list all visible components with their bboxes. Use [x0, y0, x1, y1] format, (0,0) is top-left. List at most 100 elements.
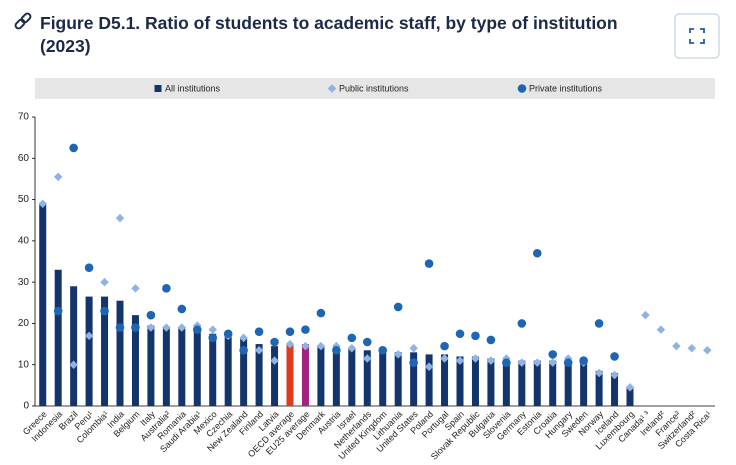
- diamond-marker: [301, 341, 310, 351]
- legend-label: Private institutions: [529, 83, 603, 93]
- y-tick-label: 0: [23, 401, 29, 412]
- diamond-marker: [548, 358, 557, 367]
- bar: [178, 327, 186, 406]
- diamond-marker: [409, 343, 418, 353]
- circle-marker: [131, 323, 140, 332]
- circle-marker: [270, 337, 279, 347]
- diamond-marker: [69, 360, 78, 369]
- circle-marker: [440, 341, 449, 351]
- y-tick-label: 10: [18, 359, 30, 370]
- bar: [611, 372, 619, 406]
- circle-marker: [208, 333, 218, 343]
- diamond-marker: [270, 356, 279, 365]
- circle-marker: [146, 310, 156, 320]
- diamond-marker: [533, 358, 542, 367]
- bar: [301, 344, 309, 406]
- legend-label: All institutions: [165, 83, 221, 93]
- bar: [240, 337, 248, 406]
- circle-marker: [239, 345, 248, 355]
- diamond-marker: [594, 368, 604, 378]
- circle-marker: [69, 143, 78, 153]
- diamond-marker: [393, 350, 403, 359]
- bar: [564, 360, 572, 406]
- circle-marker: [424, 259, 434, 268]
- circle-marker: [455, 329, 465, 339]
- y-tick-label: 30: [18, 277, 30, 288]
- diamond-marker: [84, 331, 94, 341]
- circle-marker: [100, 306, 109, 316]
- circle-marker: [378, 345, 388, 355]
- y-tick-label: 20: [18, 318, 30, 329]
- diamond-marker: [177, 323, 187, 332]
- diamond-marker: [316, 341, 326, 351]
- diamond-marker: [38, 199, 47, 208]
- circle-marker: [316, 308, 326, 318]
- bar: [595, 370, 603, 406]
- bar: [518, 360, 526, 406]
- circle-marker: [192, 325, 202, 334]
- diamond-marker: [455, 356, 465, 365]
- bar: [425, 354, 433, 406]
- bar: [70, 286, 78, 406]
- bar: [332, 348, 340, 406]
- diamond-marker: [146, 323, 156, 332]
- diamond-marker: [471, 354, 480, 363]
- circle-marker: [548, 350, 558, 359]
- bar: [533, 360, 541, 406]
- diamond-marker: [641, 310, 650, 320]
- bar: [549, 360, 557, 406]
- diamond-marker: [363, 354, 372, 363]
- chart-title: Figure D5.1. Ratio of students to academ…: [40, 13, 618, 56]
- bar: [394, 352, 402, 406]
- circle-marker: [254, 327, 264, 336]
- legend-label: Public institutions: [339, 83, 409, 93]
- y-tick-label: 60: [18, 153, 30, 164]
- bar: [85, 296, 93, 406]
- diamond-marker: [610, 370, 619, 380]
- bar: [255, 344, 263, 406]
- bar: [317, 346, 325, 406]
- bar: [131, 315, 139, 406]
- bar: [271, 346, 279, 406]
- circle-marker: [517, 319, 527, 328]
- bar: [471, 356, 479, 406]
- bar: [456, 356, 464, 406]
- circle-marker: [223, 329, 233, 339]
- diamond-marker: [254, 346, 264, 355]
- circle-marker: [362, 337, 372, 347]
- circle-marker: [563, 358, 573, 367]
- circle-marker: [332, 345, 341, 355]
- diamond-marker: [239, 333, 248, 343]
- bar: [580, 360, 588, 406]
- circle-marker: [594, 319, 604, 328]
- diamond-marker: [703, 346, 712, 355]
- diamond-marker: [656, 325, 666, 334]
- circle-marker: [486, 335, 496, 345]
- diamond-marker: [440, 354, 449, 363]
- circle-marker: [301, 325, 310, 334]
- diamond-marker: [625, 383, 635, 392]
- expand-button[interactable]: [674, 13, 720, 59]
- bar: [224, 335, 232, 406]
- circle-marker: [532, 248, 542, 258]
- circle-marker: [579, 356, 588, 365]
- diamond-marker: [347, 343, 357, 353]
- legend-marker: [517, 84, 527, 93]
- bar: [162, 327, 170, 406]
- circle-marker: [162, 284, 171, 293]
- diamond-marker: [162, 323, 171, 332]
- y-tick-label: 50: [18, 194, 30, 205]
- link-icon: [14, 12, 32, 30]
- bar: [363, 350, 371, 406]
- diamond-marker: [208, 325, 217, 334]
- bar: [487, 358, 495, 406]
- circle-marker: [347, 333, 357, 343]
- y-tick-label: 70: [18, 112, 30, 123]
- bar: [209, 333, 217, 406]
- diamond-marker: [53, 172, 63, 182]
- diamond-marker: [486, 356, 496, 365]
- bar: [379, 350, 387, 406]
- bar: [39, 203, 47, 406]
